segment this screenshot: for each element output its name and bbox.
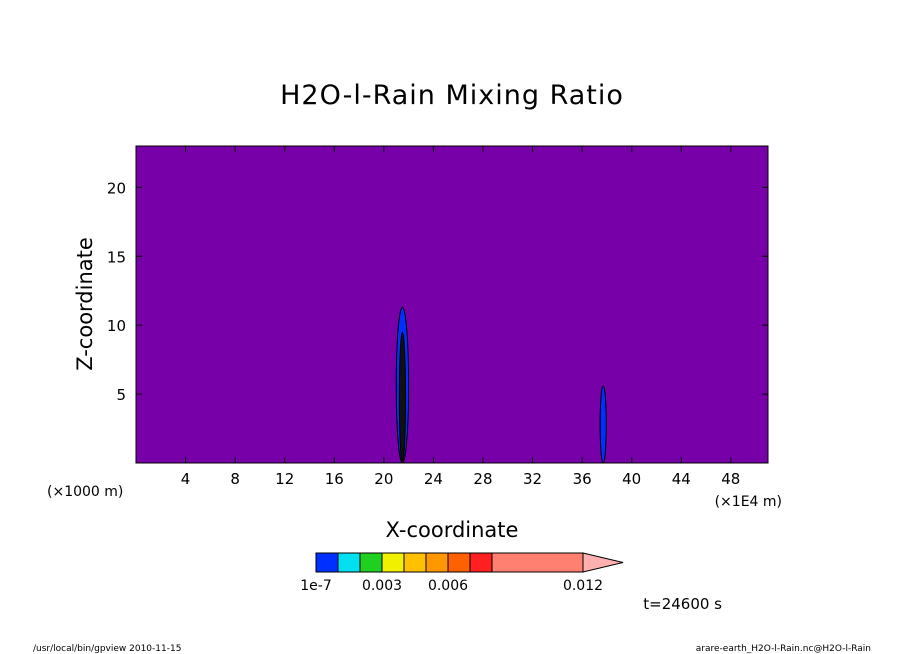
y-axis: 5 10 15 20	[107, 179, 768, 404]
x-tick-label: 24	[424, 470, 443, 488]
x-tick-label: 40	[622, 470, 641, 488]
x-axis-label: X-coordinate	[386, 518, 519, 542]
rain-cell-2	[398, 331, 407, 464]
colorbar: 1e-7 0.003 0.006 0.012	[300, 552, 624, 594]
plot-bottom-mask	[134, 463, 770, 493]
colorbar-segment	[403, 552, 427, 573]
x-axis: 4 8 12 16 20 24 28 32 36 40 44 48	[181, 146, 740, 488]
x-tick-label: 36	[573, 470, 592, 488]
footer-right: arare-earth_H2O-l-Rain.nc@H2O-l-Rain	[696, 644, 871, 654]
x-tick-label: 48	[721, 470, 740, 488]
x-tick-label: 44	[672, 470, 691, 488]
x-unit-right: (×1E4 m)	[715, 494, 782, 510]
colorbar-label: 1e-7	[300, 578, 331, 594]
x-tick-label: 32	[523, 470, 542, 488]
x-tick-label: 28	[473, 470, 492, 488]
y-tick-label: 15	[107, 248, 126, 266]
colorbar-label: 0.003	[362, 578, 402, 594]
colorbar-segment	[337, 552, 361, 573]
colorbar-extension	[582, 552, 624, 573]
colorbar-segment	[359, 552, 383, 573]
plot-area	[134, 145, 770, 493]
x-tick-label: 20	[374, 470, 393, 488]
y-axis-label: Z-coordinate	[73, 237, 97, 371]
x-tick-label: 8	[230, 470, 240, 488]
colorbar-label: 0.012	[563, 578, 603, 594]
colorbar-segment	[491, 552, 584, 573]
rain-cell-3	[599, 385, 607, 464]
colorbar-label: 0.006	[428, 578, 468, 594]
footer-left: /usr/local/bin/gpview 2010-11-15	[33, 644, 181, 654]
x-unit-left: (×1000 m)	[47, 484, 123, 500]
y-tick-label: 5	[116, 386, 126, 404]
colorbar-segment	[381, 552, 405, 573]
x-tick-label: 12	[275, 470, 294, 488]
time-label: t=24600 s	[643, 595, 722, 613]
colorbar-segment	[447, 552, 471, 573]
y-tick-label: 20	[107, 179, 126, 197]
plot-frame	[135, 145, 769, 464]
x-tick-label: 16	[325, 470, 344, 488]
plot-background	[136, 146, 768, 463]
colorbar-segment	[425, 552, 449, 573]
y-tick-label: 10	[107, 317, 126, 335]
x-tick-label: 4	[181, 470, 191, 488]
chart-title: H2O-l-Rain Mixing Ratio	[280, 80, 624, 111]
colorbar-segment	[469, 552, 493, 573]
colorbar-segment	[315, 552, 339, 573]
